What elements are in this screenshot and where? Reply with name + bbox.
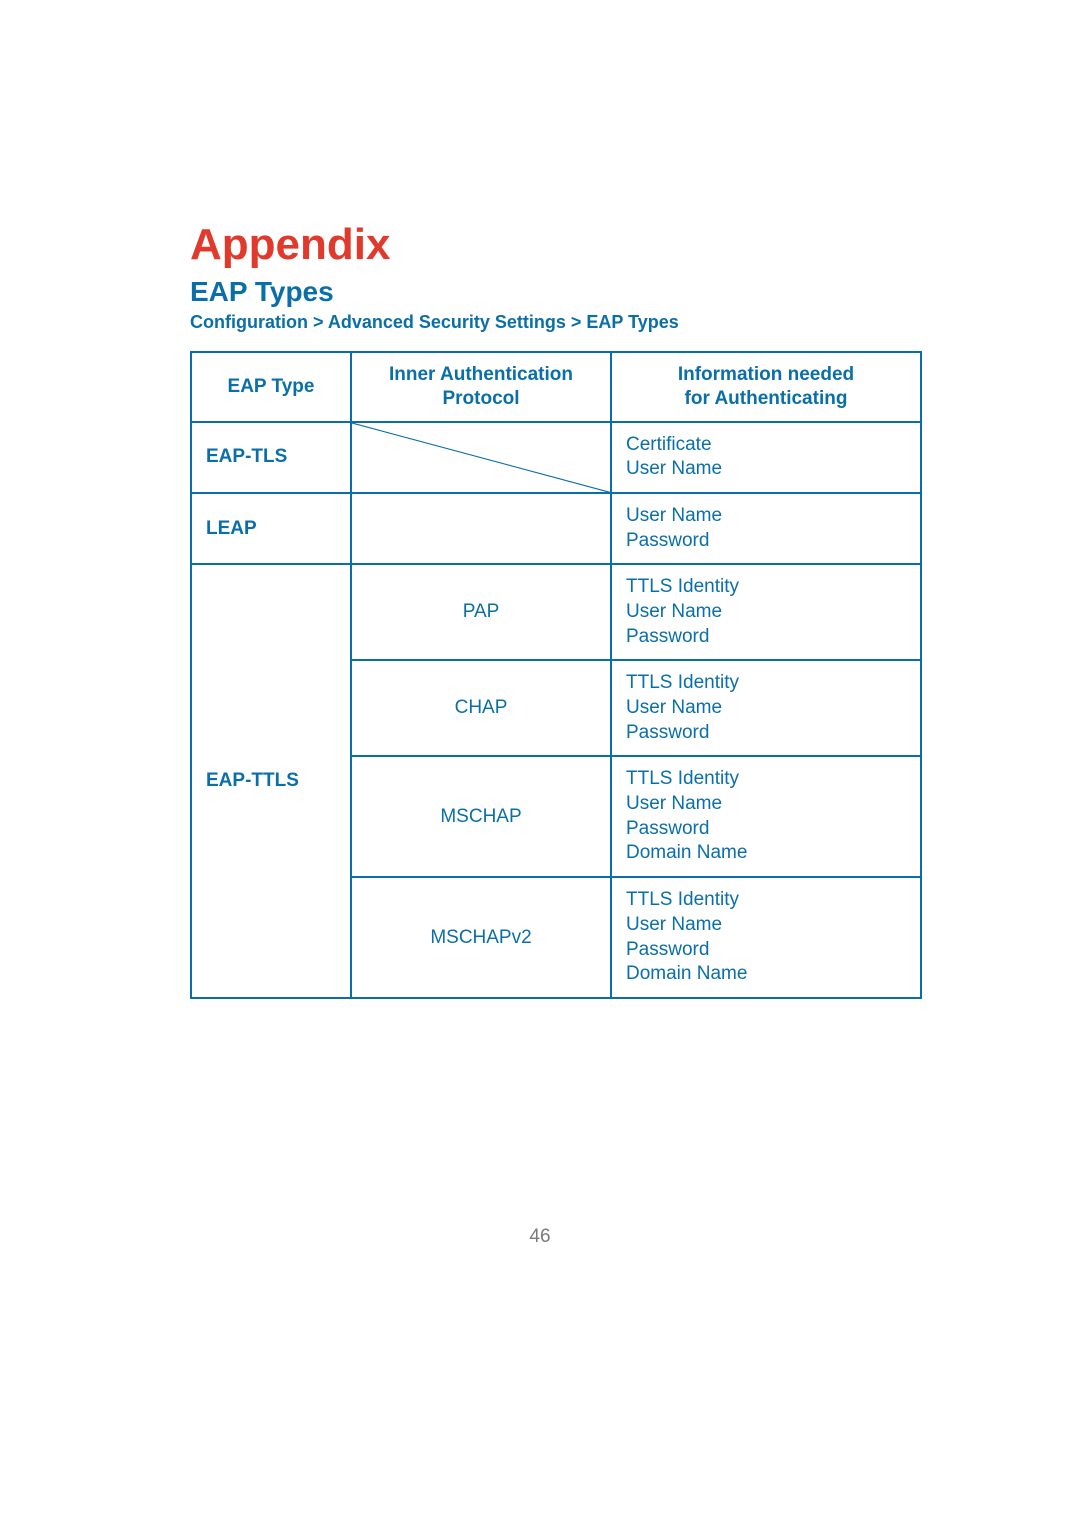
protocol-cell-diagonal	[351, 422, 611, 493]
table-row: EAP-TTLS PAP TTLS IdentityUser NamePassw…	[191, 564, 921, 660]
protocol-cell: MSCHAPv2	[351, 877, 611, 998]
page-number: 46	[0, 1226, 1080, 1248]
info-cell: TTLS IdentityUser NamePassword	[611, 660, 921, 756]
table-row: LEAP User NamePassword	[191, 493, 921, 564]
protocol-cell: CHAP	[351, 660, 611, 756]
col-header-inner-auth: Inner AuthenticationProtocol	[351, 352, 611, 422]
protocol-cell: MSCHAP	[351, 756, 611, 877]
table-row: EAP-TLS CertificateUser Name	[191, 422, 921, 493]
breadcrumb: Configuration > Advanced Security Settin…	[190, 312, 910, 333]
eap-type-cell: EAP-TLS	[191, 422, 351, 493]
info-cell: CertificateUser Name	[611, 422, 921, 493]
eap-types-table: EAP Type Inner AuthenticationProtocol In…	[190, 351, 922, 999]
eap-type-cell: EAP-TTLS	[191, 564, 351, 998]
info-cell: User NamePassword	[611, 493, 921, 564]
table-header-row: EAP Type Inner AuthenticationProtocol In…	[191, 352, 921, 422]
document-page: Appendix EAP Types Configuration > Advan…	[0, 0, 1080, 1528]
info-cell: TTLS IdentityUser NamePasswordDomain Nam…	[611, 877, 921, 998]
info-cell: TTLS IdentityUser NamePasswordDomain Nam…	[611, 756, 921, 877]
info-cell: TTLS IdentityUser NamePassword	[611, 564, 921, 660]
col-header-eap-type: EAP Type	[191, 352, 351, 422]
protocol-cell: PAP	[351, 564, 611, 660]
page-title: Appendix	[190, 220, 910, 270]
eap-type-cell: LEAP	[191, 493, 351, 564]
protocol-cell	[351, 493, 611, 564]
page-subtitle: EAP Types	[190, 276, 910, 308]
col-header-info-needed: Information neededfor Authenticating	[611, 352, 921, 422]
